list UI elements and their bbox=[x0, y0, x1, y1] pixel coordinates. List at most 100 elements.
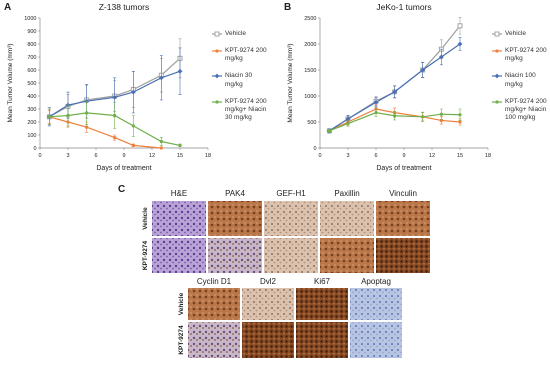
legend-icon bbox=[212, 31, 222, 37]
legend-icon bbox=[212, 100, 222, 104]
legend-item: Niacin 30 mg/kg bbox=[212, 72, 270, 88]
y-tick-label: 900 bbox=[27, 29, 36, 35]
tissue-image bbox=[264, 201, 318, 236]
marker bbox=[458, 113, 462, 117]
marker bbox=[457, 41, 463, 47]
y-tick-label: 1000 bbox=[24, 16, 36, 22]
y-tick-label: 800 bbox=[27, 42, 36, 48]
marker bbox=[494, 73, 500, 79]
tissue-image bbox=[320, 201, 374, 236]
y-axis-label: Mean Tumor Volume (mm³) bbox=[287, 43, 294, 122]
legend-item: KPT-9274 200 mg/kg bbox=[492, 47, 550, 63]
y-tick-label: 2000 bbox=[304, 42, 316, 48]
x-tick-label: 12 bbox=[429, 153, 435, 159]
marker bbox=[112, 94, 118, 100]
panel-label: B bbox=[284, 2, 291, 13]
y-tick-label: 1500 bbox=[304, 68, 316, 74]
tissue-image bbox=[152, 201, 206, 236]
stain-label: Ki67 bbox=[314, 277, 331, 286]
legend-item: KPT-9274 200 mg/kg+ Niacin 100 mg/kg bbox=[492, 98, 550, 122]
legend-box: Vehicle KPT-9274 200 mg/kg Niacin 100 mg/k… bbox=[492, 30, 550, 122]
x-tick-label: 9 bbox=[122, 153, 125, 159]
legend-icon bbox=[212, 73, 222, 79]
legend-item: KPT-9274 200 mg/kg+ Niacin 30 mg/kg bbox=[212, 98, 270, 122]
x-tick-label: 18 bbox=[485, 153, 491, 159]
legend-label: Niacin 100 mg/kg bbox=[505, 72, 536, 88]
marker bbox=[215, 49, 219, 53]
marker bbox=[85, 125, 89, 129]
row-label: KPT-9274 bbox=[142, 240, 149, 270]
x-axis-label: Days of treatment bbox=[96, 165, 151, 172]
y-tick-label: 0 bbox=[313, 146, 316, 152]
legend-icon bbox=[212, 49, 222, 53]
chart-title: JeKo-1 tumors bbox=[376, 2, 431, 12]
row-label: Vehicle bbox=[142, 207, 149, 230]
marker bbox=[131, 143, 135, 147]
marker bbox=[130, 89, 136, 95]
marker bbox=[178, 143, 182, 147]
marker bbox=[374, 111, 378, 115]
marker bbox=[458, 120, 462, 124]
row-label: KPT-9274 bbox=[178, 325, 185, 355]
chart-title: Z-138 tumors bbox=[99, 2, 150, 12]
marker bbox=[438, 54, 444, 60]
x-tick-label: 12 bbox=[149, 153, 155, 159]
tissue-image bbox=[242, 322, 294, 358]
tissue-image bbox=[350, 288, 402, 320]
x-tick-label: 6 bbox=[374, 153, 377, 159]
tissue-image bbox=[264, 238, 318, 273]
legend-label: Vehicle bbox=[505, 30, 526, 37]
marker bbox=[373, 99, 379, 105]
marker bbox=[113, 113, 117, 118]
y-tick-label: 500 bbox=[307, 120, 316, 126]
panel-label: C bbox=[118, 184, 125, 195]
marker bbox=[177, 68, 183, 74]
marker bbox=[420, 67, 426, 73]
marker bbox=[215, 100, 219, 104]
legend-item: KPT-9274 200 mg/kg bbox=[212, 47, 270, 63]
legend-icon bbox=[492, 100, 502, 104]
legend-label: Vehicle bbox=[225, 30, 246, 37]
marker bbox=[345, 116, 351, 122]
tissue-image bbox=[152, 238, 206, 273]
tissue-image bbox=[188, 288, 240, 320]
x-tick-label: 3 bbox=[346, 153, 349, 159]
stain-label: Dvl2 bbox=[260, 277, 277, 286]
x-tick-label: 0 bbox=[38, 153, 41, 159]
legend-label: KPT-9274 200 mg/kg bbox=[505, 47, 547, 63]
legend-icon bbox=[492, 49, 502, 53]
y-tick-label: 400 bbox=[27, 94, 36, 100]
x-tick-label: 0 bbox=[318, 153, 321, 159]
marker bbox=[346, 121, 350, 126]
y-tick-label: 200 bbox=[27, 120, 36, 126]
tissue-image bbox=[376, 201, 430, 236]
y-tick-label: 600 bbox=[27, 68, 36, 74]
stain-label: Cyclin D1 bbox=[197, 277, 232, 286]
x-tick-label: 9 bbox=[402, 153, 405, 159]
legend-item: Niacin 100 mg/kg bbox=[492, 72, 550, 88]
x-tick-label: 15 bbox=[177, 153, 183, 159]
stain-label: GEF-H1 bbox=[276, 189, 306, 198]
tissue-image bbox=[208, 238, 262, 273]
stain-label: Apoptag bbox=[361, 277, 391, 286]
tissue-image bbox=[242, 288, 294, 320]
tissue-image bbox=[320, 238, 374, 273]
panel-label: A bbox=[4, 2, 11, 13]
stain-label: H&E bbox=[171, 189, 187, 198]
marker bbox=[158, 75, 164, 81]
legend: Vehicle KPT-9274 200 mg/kg Niacin 100 mg/k… bbox=[492, 30, 550, 122]
y-tick-label: 100 bbox=[27, 133, 36, 139]
y-tick-label: 300 bbox=[27, 107, 36, 113]
stain-label: Vinculin bbox=[389, 189, 417, 198]
tissue-image bbox=[208, 201, 262, 236]
x-tick-label: 6 bbox=[94, 153, 97, 159]
legend-item: Vehicle bbox=[212, 30, 270, 38]
marker bbox=[421, 115, 425, 119]
legend-icon bbox=[492, 73, 502, 79]
y-axis-label: Mean Tumor Volume (mm³) bbox=[7, 43, 14, 122]
y-tick-label: 1000 bbox=[304, 94, 316, 100]
y-tick-label: 0 bbox=[33, 146, 36, 152]
marker bbox=[113, 136, 117, 140]
